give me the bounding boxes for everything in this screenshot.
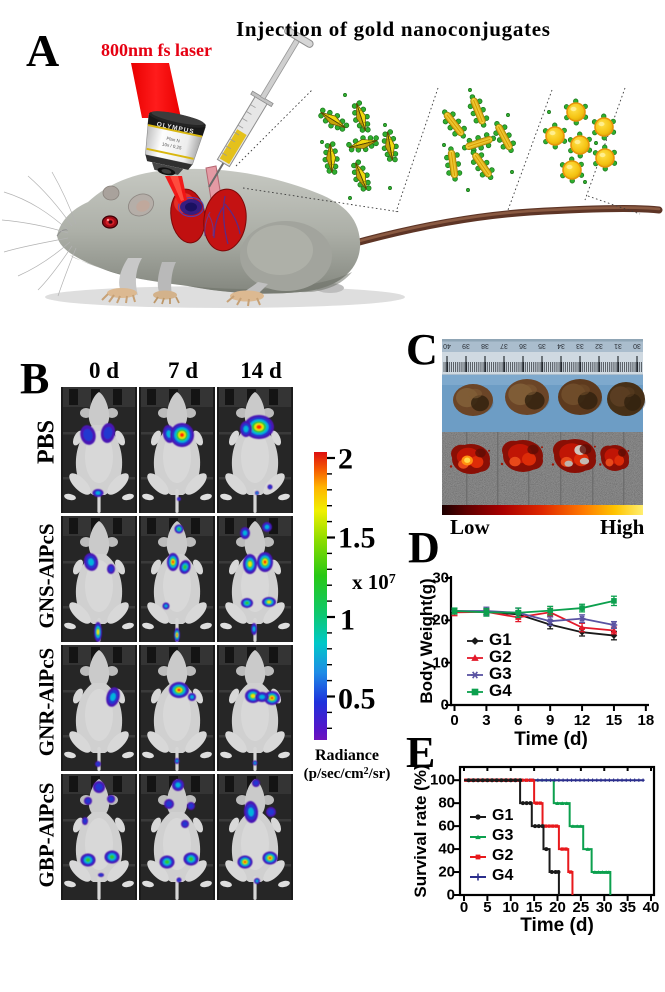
- svg-text:36: 36: [519, 342, 527, 349]
- svg-text:31: 31: [614, 342, 622, 349]
- svg-text:37: 37: [500, 342, 508, 349]
- svg-text:39: 39: [462, 342, 470, 349]
- svg-text:34: 34: [557, 342, 565, 349]
- svg-text:33: 33: [576, 342, 584, 349]
- svg-text:Plan N: Plan N: [166, 136, 180, 144]
- svg-text:38: 38: [481, 342, 489, 349]
- svg-text:30: 30: [633, 342, 641, 349]
- svg-text:32: 32: [595, 342, 603, 349]
- svg-text:10x / 0.25: 10x / 0.25: [162, 141, 183, 150]
- svg-text:40: 40: [443, 342, 451, 349]
- svg-text:35: 35: [538, 342, 546, 349]
